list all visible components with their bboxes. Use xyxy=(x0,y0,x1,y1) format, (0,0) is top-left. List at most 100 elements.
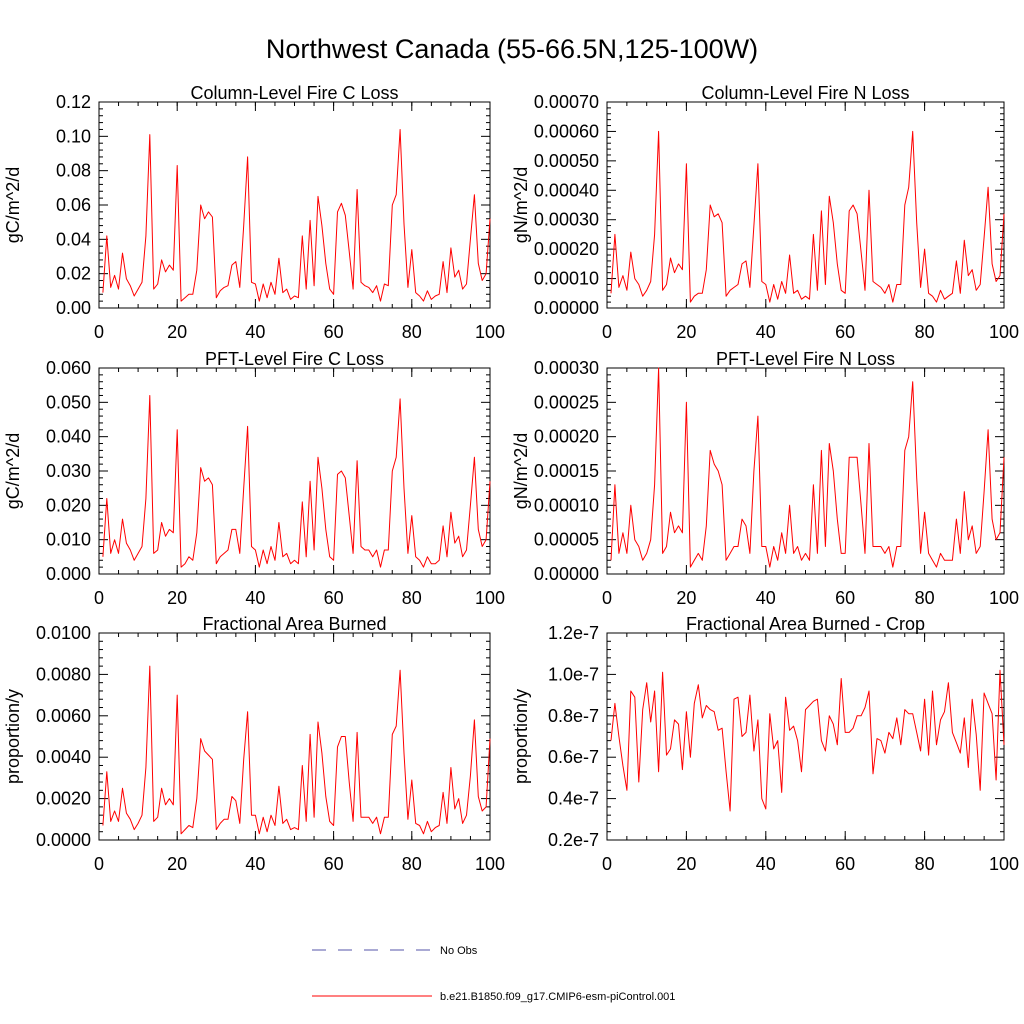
plot-frame xyxy=(98,367,491,575)
y-tick-label: 0.00 xyxy=(56,298,91,318)
y-tick-label: 0.050 xyxy=(46,392,91,412)
plot-frame xyxy=(606,101,1005,309)
plot-frame xyxy=(98,632,491,841)
y-tick-label: 0.6e-7 xyxy=(548,747,599,767)
x-tick-label: 60 xyxy=(835,322,855,342)
legend-label: No Obs xyxy=(440,945,478,957)
x-tick-label: 100 xyxy=(475,854,505,874)
x-tick-label: 100 xyxy=(989,322,1019,342)
x-tick-label: 20 xyxy=(676,322,696,342)
y-tick-label: 0.8e-7 xyxy=(548,706,599,726)
y-tick-label: 0.00030 xyxy=(534,358,599,378)
y-tick-label: 0.040 xyxy=(46,427,91,447)
y-axis-label: gC/m^2/d xyxy=(3,167,23,243)
y-tick-label: 0.010 xyxy=(46,530,91,550)
y-tick-label: 0.00030 xyxy=(534,210,599,230)
y-tick-label: 0.12 xyxy=(56,92,91,112)
x-tick-label: 100 xyxy=(989,588,1019,608)
chart-panel-6: 0 20 40 60 80 100 0.2e-7 0.4e-7 0.6e-7 0.8e-7 1.0e… xyxy=(511,614,1019,874)
y-tick-label: 0.00020 xyxy=(534,427,599,447)
x-tick-label: 20 xyxy=(167,588,187,608)
data-series-line xyxy=(102,665,491,835)
x-tick-label: 0 xyxy=(94,588,104,608)
x-tick-label: 100 xyxy=(989,854,1019,874)
y-tick-label: 0.02 xyxy=(56,264,91,284)
y-tick-label: 0.00010 xyxy=(534,269,599,289)
x-tick-label: 0 xyxy=(94,322,104,342)
y-tick-label: 0.0020 xyxy=(36,789,91,809)
x-tick-label: 40 xyxy=(756,588,776,608)
data-series-line xyxy=(610,130,1005,303)
x-tick-label: 80 xyxy=(402,854,422,874)
x-tick-label: 80 xyxy=(402,322,422,342)
y-tick-label: 0.00060 xyxy=(534,121,599,141)
chart-title: Fractional Area Burned - Crop xyxy=(686,614,925,634)
x-tick-label: 0 xyxy=(602,588,612,608)
x-tick-label: 60 xyxy=(324,854,344,874)
x-tick-label: 100 xyxy=(475,588,505,608)
y-tick-label: 1.0e-7 xyxy=(548,664,599,684)
y-tick-label: 1.2e-7 xyxy=(548,623,599,643)
x-tick-label: 0 xyxy=(94,854,104,874)
x-tick-label: 80 xyxy=(915,588,935,608)
y-tick-label: 0.060 xyxy=(46,358,91,378)
x-tick-label: 20 xyxy=(676,854,696,874)
x-tick-label: 60 xyxy=(835,854,855,874)
x-tick-label: 60 xyxy=(835,588,855,608)
y-axis-label: gN/m^2/d xyxy=(511,167,531,243)
x-tick-label: 20 xyxy=(167,854,187,874)
plot-frame xyxy=(606,632,1005,841)
x-tick-label: 20 xyxy=(676,588,696,608)
x-tick-label: 40 xyxy=(756,854,776,874)
x-tick-label: 0 xyxy=(602,322,612,342)
y-axis-label: proportion/y xyxy=(3,689,23,784)
x-tick-label: 40 xyxy=(245,322,265,342)
chart-title: PFT-Level Fire C Loss xyxy=(205,349,384,369)
y-tick-label: 0.00000 xyxy=(534,298,599,318)
data-series-line xyxy=(102,395,491,568)
y-tick-label: 0.030 xyxy=(46,461,91,481)
y-tick-label: 0.00005 xyxy=(534,530,599,550)
y-tick-label: 0.020 xyxy=(46,495,91,515)
chart-title: Column-Level Fire C Loss xyxy=(190,83,398,103)
y-tick-label: 0.0040 xyxy=(36,747,91,767)
data-series-line xyxy=(610,367,1005,568)
chart-panel-2: 0 20 40 60 80 100 0.00000 0.00010 0.00020 0.00030… xyxy=(511,83,1019,342)
x-tick-label: 100 xyxy=(475,322,505,342)
y-tick-label: 0.00000 xyxy=(534,564,599,584)
y-tick-label: 0.00020 xyxy=(534,239,599,259)
y-tick-label: 0.2e-7 xyxy=(548,830,599,850)
x-tick-label: 40 xyxy=(245,854,265,874)
y-axis-label: proportion/y xyxy=(511,689,531,784)
y-tick-label: 0.0080 xyxy=(36,664,91,684)
plot-frame xyxy=(98,101,491,309)
page-title: Northwest Canada (55-66.5N,125-100W) xyxy=(265,34,759,64)
y-tick-label: 0.00015 xyxy=(534,461,599,481)
y-axis-label: gN/m^2/d xyxy=(511,433,531,509)
legend: No Obs b.e21.B1850.f09_g17.CMIP6-esm-piCo… xyxy=(312,945,675,1003)
y-axis-label: gC/m^2/d xyxy=(3,433,23,509)
y-tick-label: 0.00040 xyxy=(534,180,599,200)
y-tick-label: 0.04 xyxy=(56,229,91,249)
chart-title: Column-Level Fire N Loss xyxy=(701,83,909,103)
chart-panel-3: 0 20 40 60 80 100 0.000 0.010 0.020 0.030 0.040 0.0… xyxy=(3,349,505,608)
chart-panel-4: 0 20 40 60 80 100 0.00000 0.00005 0.00010 0.00015… xyxy=(511,349,1019,608)
y-tick-label: 0.06 xyxy=(56,195,91,215)
y-tick-label: 0.0100 xyxy=(36,623,91,643)
y-tick-label: 0.00010 xyxy=(534,495,599,515)
x-tick-label: 40 xyxy=(756,322,776,342)
y-tick-label: 0.4e-7 xyxy=(548,789,599,809)
y-tick-label: 0.0060 xyxy=(36,706,91,726)
y-tick-label: 0.00025 xyxy=(534,392,599,412)
chart-title: Fractional Area Burned xyxy=(202,614,386,634)
y-tick-label: 0.000 xyxy=(46,564,91,584)
x-tick-label: 20 xyxy=(167,322,187,342)
x-tick-label: 80 xyxy=(915,854,935,874)
x-tick-label: 60 xyxy=(324,588,344,608)
x-tick-label: 40 xyxy=(245,588,265,608)
x-tick-label: 0 xyxy=(602,854,612,874)
y-tick-label: 0.0000 xyxy=(36,830,91,850)
legend-label: b.e21.B1850.f09_g17.CMIP6-esm-piControl.… xyxy=(440,991,675,1003)
y-tick-label: 0.00050 xyxy=(534,151,599,171)
